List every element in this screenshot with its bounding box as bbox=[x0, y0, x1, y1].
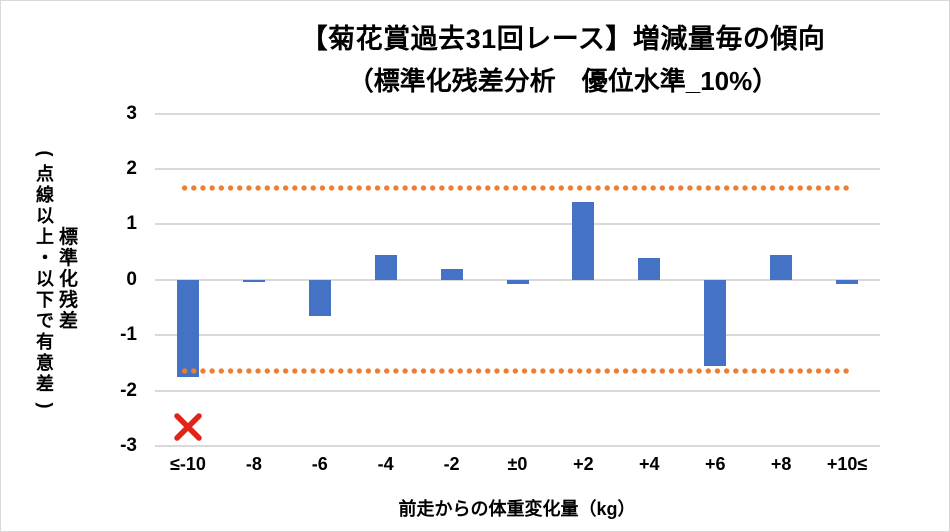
y-tick-label: -1 bbox=[120, 324, 137, 346]
bar-±0 bbox=[506, 279, 529, 284]
x-tick-label--4: -4 bbox=[377, 454, 394, 474]
x-tick-label-+10≤: +10≤ bbox=[826, 454, 868, 474]
x-tick-label-+8: +8 bbox=[770, 454, 792, 474]
chart-title-line2: （標準化残差分析 優位水準_10%） bbox=[347, 66, 779, 96]
bar-≤-10 bbox=[176, 279, 199, 377]
x-tick-label--2: -2 bbox=[443, 454, 460, 474]
bar--4 bbox=[374, 254, 397, 280]
x-tick-label--6: -6 bbox=[311, 454, 328, 474]
bar-+4 bbox=[638, 257, 661, 280]
red-x-icon bbox=[174, 412, 202, 441]
gridline-y-3 bbox=[155, 444, 880, 447]
x-tick-label-±0: ±0 bbox=[507, 454, 528, 474]
gridline-y-2 bbox=[155, 389, 880, 392]
x-tick-label-+4: +4 bbox=[639, 454, 660, 474]
significance-line-lower bbox=[179, 368, 850, 375]
x-tick-label-+2: +2 bbox=[573, 454, 594, 474]
x-tick-label--8: -8 bbox=[245, 454, 262, 474]
x-tick-label-+6: +6 bbox=[704, 454, 726, 474]
y-axis-title: (点線以上・以下で有意差) 標準化残差 bbox=[27, 113, 87, 446]
red-x-marker bbox=[172, 411, 204, 443]
significance-line-upper bbox=[179, 185, 850, 192]
bar--6 bbox=[308, 279, 331, 316]
y-tick-label: -3 bbox=[120, 434, 137, 456]
bar--8 bbox=[242, 279, 265, 283]
gridline-y-1 bbox=[155, 334, 880, 337]
x-axis-title: 前走からの体重変化量（kg） bbox=[398, 499, 636, 519]
y-tick-label: 2 bbox=[126, 157, 137, 179]
gridline-y1 bbox=[155, 223, 880, 226]
chart-title-line1: 【菊花賞過去31回レース】増減量毎の傾向 bbox=[300, 24, 826, 54]
bar--2 bbox=[440, 268, 463, 280]
y-tick-label: 1 bbox=[126, 213, 137, 235]
y-tick-label: -2 bbox=[120, 379, 137, 401]
y-tick-label: 0 bbox=[126, 268, 137, 290]
bar-+10≤ bbox=[836, 279, 859, 284]
bar-+8 bbox=[770, 254, 793, 280]
gridline-y3 bbox=[155, 112, 880, 115]
y-axis-title-main: 標準化残差 bbox=[58, 227, 78, 332]
x-tick-label-≤-10: ≤-10 bbox=[170, 454, 206, 474]
y-axis-title-sub: (点線以上・以下で有意差) bbox=[35, 150, 56, 409]
bar-+2 bbox=[572, 202, 595, 280]
bar-+6 bbox=[704, 279, 727, 366]
gridline-y2 bbox=[155, 167, 880, 170]
y-tick-label: 3 bbox=[126, 102, 137, 124]
